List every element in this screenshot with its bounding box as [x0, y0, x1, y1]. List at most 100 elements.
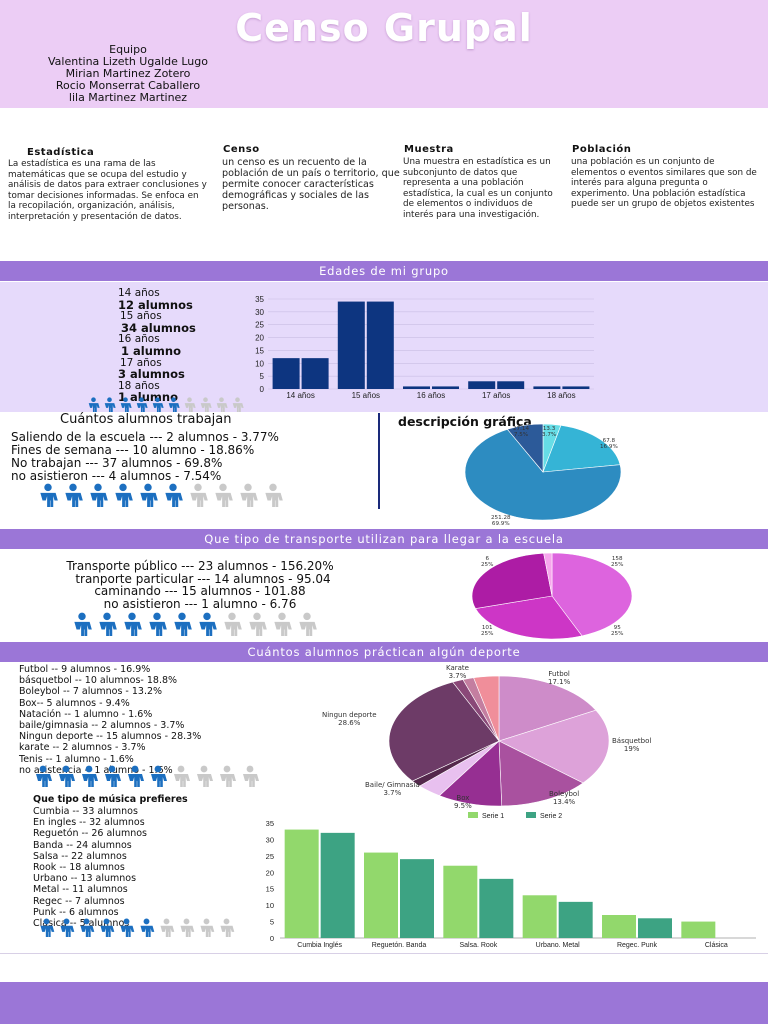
person-icon	[100, 918, 115, 937]
person-icon	[104, 397, 116, 412]
people-icons-transport	[70, 612, 320, 640]
x-tick-label: 18 años	[547, 391, 575, 400]
y-tick-label: 0	[260, 385, 265, 394]
pie-label: 67.8 16.9%	[600, 438, 618, 451]
team-member: Rocio Monserrat Caballero	[55, 79, 201, 92]
bar	[497, 381, 525, 389]
people-icons-music	[37, 918, 237, 941]
transport-line: no asistieron --- 1 alumno - 6.76	[103, 596, 297, 611]
x-tick-label: 17 años	[482, 391, 510, 400]
person-icon	[136, 397, 148, 412]
sport-line: karate -- 2 alumnos - 3.7%	[19, 742, 146, 754]
person-icon	[216, 397, 228, 412]
bar	[364, 852, 398, 938]
work-line: Saliendo de la escuela --- 2 alumnos - 3…	[11, 430, 279, 444]
person-icon	[299, 612, 317, 636]
x-tick-label: Cumbia Inglés	[297, 942, 342, 949]
bar	[400, 859, 434, 938]
person-icon	[152, 397, 164, 412]
people-icons-ages	[86, 397, 246, 416]
bar	[479, 878, 514, 938]
team-member: lila Martinez Martinez	[68, 91, 188, 104]
pie-label: Karate 3.7%	[446, 664, 469, 680]
pie-slice	[542, 424, 621, 473]
sport-line: Box-- 5 alumnos - 9.4%	[19, 697, 130, 709]
transport-lines: Transporte público --- 23 alumnos - 156.…	[0, 560, 400, 610]
pie-slice	[498, 709, 610, 784]
music-line: Rook -- 18 alumnos	[33, 862, 125, 874]
person-icon	[82, 765, 98, 787]
y-tick-label: 30	[255, 308, 264, 317]
person-icon	[74, 612, 92, 636]
bar	[320, 832, 355, 938]
age-count: 3 alumnos	[118, 367, 185, 382]
person-icon	[184, 397, 196, 412]
work-line: no asistieron --- 4 alumnos - 7.54%	[11, 469, 222, 483]
person-icon	[128, 765, 144, 787]
pie-slice	[471, 552, 553, 609]
music-bar-chart: 0 5 10 15 20 25 30 35 Serie 1 Serie 2 Cumbia Inglé…	[266, 812, 756, 949]
bar	[638, 918, 672, 938]
y-tick-label: 20	[266, 868, 274, 877]
definition-text-censo: un censo es un recuento de la población …	[222, 157, 400, 212]
y-tick-label: 0	[270, 934, 274, 943]
person-icon	[160, 918, 175, 937]
x-tick-label: Regec. Punk	[617, 942, 658, 949]
person-icon	[40, 483, 58, 507]
pie-slice	[475, 595, 583, 640]
music-line: Banda -- 24 alumnos	[33, 839, 132, 851]
definition-title-muestra: Muestra	[404, 144, 454, 155]
person-icon	[224, 612, 242, 636]
person-icon	[115, 483, 133, 507]
bar	[443, 865, 478, 938]
person-icon	[220, 918, 235, 937]
legend-swatch	[526, 812, 536, 818]
person-icon	[190, 483, 208, 507]
y-tick-label: 15	[255, 346, 264, 355]
age-count: 1 alumno	[118, 390, 178, 405]
pie-slice	[498, 675, 597, 742]
work-pie-chart	[464, 423, 622, 521]
pie-label: 27.14 7.5%	[513, 426, 530, 439]
x-tick-label: Reguetón. Banda	[372, 942, 427, 949]
age-label: 14 años	[118, 287, 160, 299]
sport-line: Futbol -- 9 alumnos - 16.9%	[19, 664, 151, 675]
ages-bar-chart: 0 5 10 15 20 25 30 35 14 años 15 años 16 años 17 añ…	[255, 295, 594, 400]
sport-line: básquetbol -- 10 alumnos- 18.8%	[19, 675, 178, 687]
person-icon	[199, 612, 217, 636]
x-tick-label: Salsa. Rook	[459, 942, 497, 949]
pie-label: Ningun deporte 28.6%	[322, 711, 377, 727]
person-icon	[151, 765, 167, 787]
definition-title-estadistica: Estadística	[27, 147, 95, 158]
pie-slice	[498, 740, 584, 807]
age-label: 16 años	[118, 333, 160, 346]
person-icon	[174, 765, 190, 787]
person-icon	[149, 612, 167, 636]
music-line: Cumbia -- 33 alumnos	[33, 806, 138, 817]
person-icon	[232, 397, 244, 412]
person-icon	[215, 483, 233, 507]
person-icon	[200, 397, 212, 412]
legend-label: Serie 2	[540, 813, 562, 820]
bar	[301, 358, 329, 389]
music-line: Reguetón -- 26 alumnos	[33, 828, 147, 840]
person-icon	[124, 612, 142, 636]
work-chart-heading: descripción gráfica	[398, 414, 532, 429]
music-line: Clasica -- 5 alumnos	[33, 918, 130, 930]
music-line: Punk -- 6 alumnos	[33, 906, 119, 918]
sport-line: baile/gimnasia -- 2 alumnos - 3.7%	[19, 720, 185, 732]
sport-line: Boleybol -- 7 alumnos - 13.2%	[19, 686, 163, 698]
definition-text-estadistica: La estadística es una rama de las matemá…	[8, 159, 207, 222]
person-icon	[60, 918, 75, 937]
definition-title-censo: Censo	[223, 144, 260, 155]
bar	[602, 915, 636, 938]
person-icon	[90, 483, 108, 507]
person-icon	[140, 483, 158, 507]
y-tick-label: 15	[266, 885, 274, 894]
pie-label: 95 25%	[611, 625, 624, 638]
y-tick-label: 5	[260, 372, 265, 381]
transport-line: Transporte público --- 23 alumnos - 156.…	[66, 559, 334, 573]
age-label: 18 años	[118, 379, 160, 392]
person-icon	[265, 483, 283, 507]
person-icon	[165, 483, 183, 507]
